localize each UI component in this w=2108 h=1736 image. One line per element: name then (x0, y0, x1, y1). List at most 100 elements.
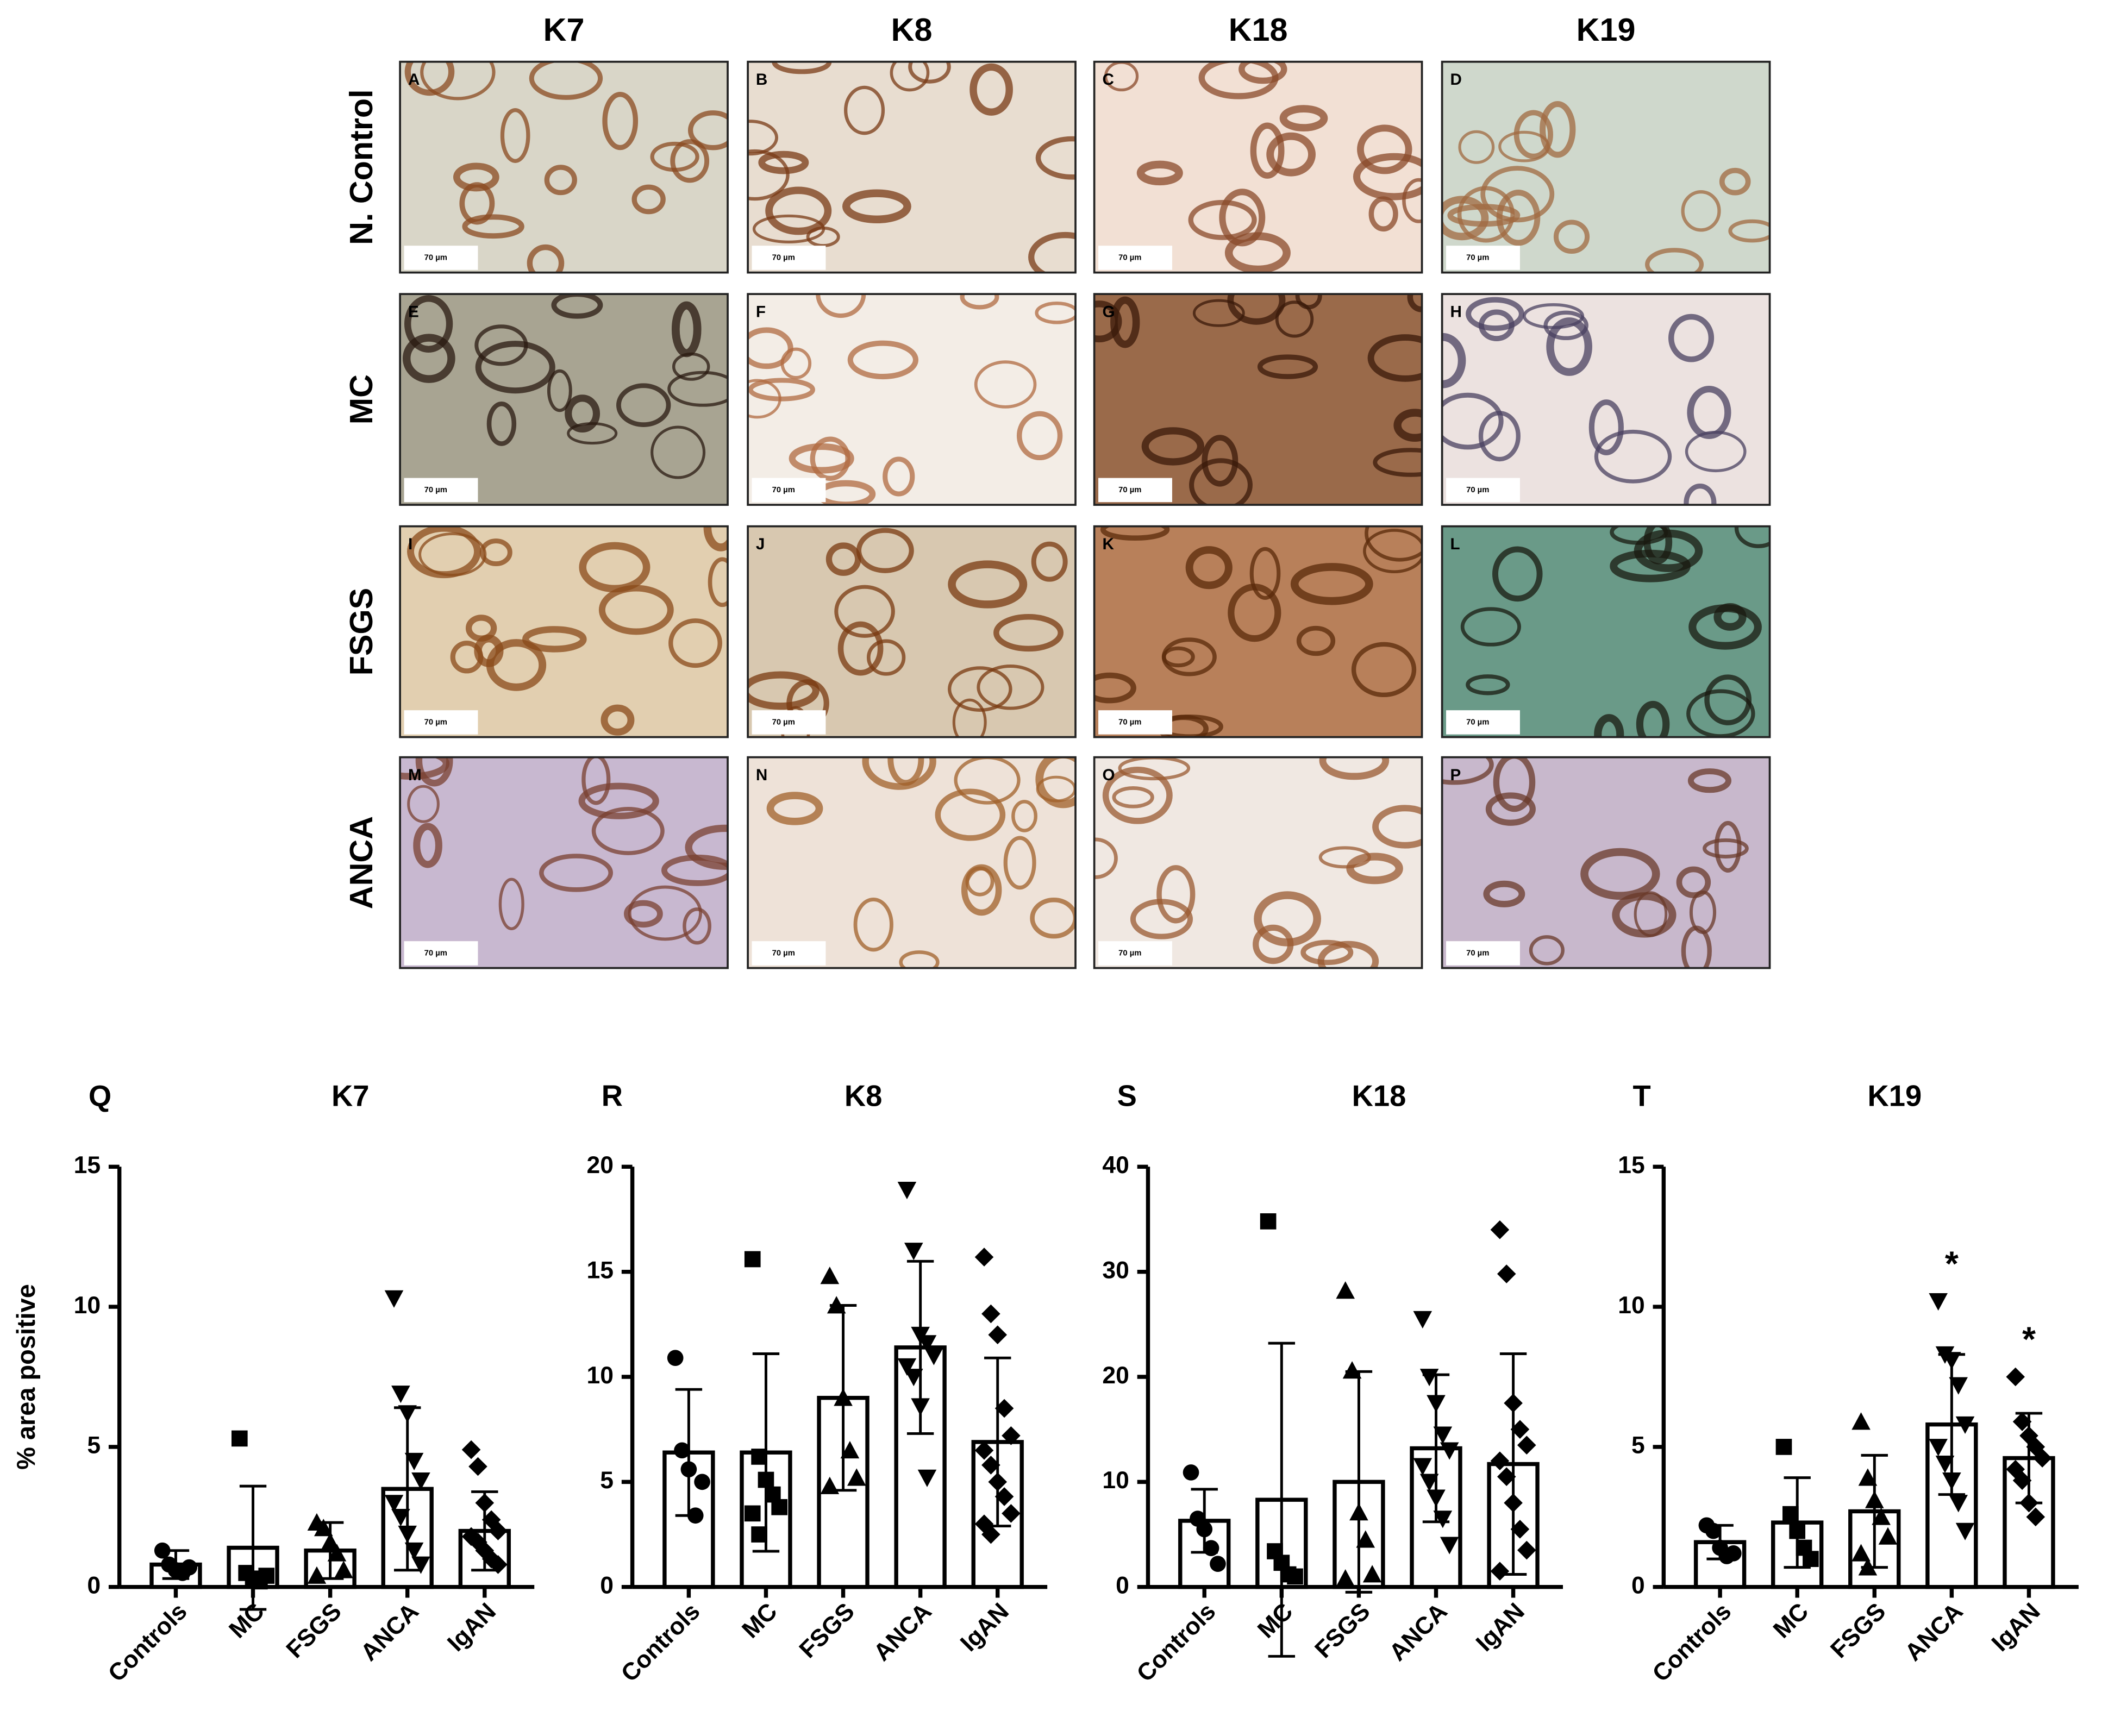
data-point (904, 1369, 923, 1387)
data-point (411, 1556, 430, 1574)
chart-title: K19 (1867, 1080, 1922, 1113)
data-point (981, 1304, 1000, 1324)
tubule (1253, 924, 1294, 964)
x-tick-label: MC (1768, 1598, 1814, 1644)
tubule (825, 542, 861, 576)
tubule (780, 347, 812, 379)
tubule (766, 792, 823, 825)
data-point (1517, 1540, 1536, 1560)
data-point (1955, 1522, 1975, 1540)
tubule (474, 324, 528, 366)
tubule (856, 528, 914, 573)
scale-bar-box (404, 478, 478, 503)
tissue (748, 294, 1076, 505)
x-tick-label: ANCA (1384, 1598, 1452, 1666)
panel-letter: G (1102, 303, 1115, 321)
tubule (670, 139, 710, 183)
micrograph: A 70 µm (399, 60, 729, 274)
tubule (474, 635, 504, 667)
tubule (1719, 167, 1751, 196)
tubule (758, 151, 809, 174)
tubule (1540, 101, 1576, 158)
micrograph: O 70 µm (1093, 756, 1423, 969)
y-tick-label: 10 (587, 1362, 614, 1389)
data-point (1497, 1467, 1516, 1486)
data-point (1440, 1537, 1459, 1555)
data-point (1413, 1458, 1433, 1476)
tubule (1185, 546, 1233, 590)
panel-letter: D (1450, 71, 1461, 89)
tubule (1402, 178, 1422, 223)
tubule (1681, 190, 1721, 232)
tubule (1300, 939, 1354, 966)
tubule (1594, 429, 1672, 484)
panel-letter: H (1450, 303, 1461, 321)
tubule (579, 542, 650, 593)
tubule (708, 557, 728, 607)
tubule (748, 327, 793, 369)
column-header: K7 (543, 11, 585, 48)
tissue (1442, 297, 1747, 505)
x-tick-label: Controls (1647, 1598, 1736, 1687)
panel-letter: C (1102, 71, 1114, 89)
data-point (1725, 1545, 1742, 1562)
panel-letter: S (1117, 1080, 1137, 1113)
tubule (527, 244, 565, 273)
scale-bar-label: 70 µm (1118, 253, 1141, 262)
tubule (650, 141, 699, 172)
data-point (771, 1499, 788, 1515)
tubule (1016, 411, 1063, 461)
scale-bar-label: 70 µm (1466, 253, 1489, 262)
data-point (1490, 1220, 1510, 1239)
tubule (993, 613, 1064, 652)
data-point (751, 1449, 767, 1465)
tissue (1094, 526, 1422, 737)
tubule (687, 110, 728, 151)
panel-border (1441, 525, 1771, 738)
data-point (1803, 1551, 1819, 1567)
column-header: K19 (1577, 11, 1636, 48)
tubule (500, 108, 530, 163)
tubule (1094, 300, 1122, 343)
tubule (1363, 529, 1422, 574)
tubule (883, 456, 915, 497)
tubule (1003, 836, 1036, 890)
tubule (529, 61, 603, 100)
y-tick-label: 10 (1102, 1467, 1129, 1494)
tubule (1513, 110, 1553, 159)
tubule (1687, 385, 1731, 439)
tubule (703, 526, 728, 551)
panel-letter: N (756, 766, 767, 784)
tubule (1219, 189, 1266, 247)
x-tick-label: IgAN (955, 1598, 1014, 1657)
scale-bar-box (752, 710, 826, 735)
tubule (960, 294, 999, 310)
tubule (544, 165, 577, 196)
row-label: N. Control (343, 89, 379, 245)
tubule (1249, 547, 1281, 600)
tubule (578, 782, 659, 819)
data-point (1929, 1439, 1948, 1457)
data-point (1419, 1474, 1439, 1491)
panel-letter: E (408, 303, 419, 321)
x-tick-label: Controls (1132, 1598, 1221, 1687)
tubule (1594, 714, 1624, 737)
panel-letter: L (1450, 535, 1460, 553)
scale-bar-box (1446, 478, 1520, 503)
scale-bar-label: 70 µm (772, 949, 795, 957)
tubule (1668, 314, 1715, 362)
tubule (1703, 838, 1749, 858)
tubule (1094, 672, 1136, 704)
tissue (1094, 757, 1422, 968)
scale-bar-box (752, 941, 826, 966)
data-point (1949, 1495, 1968, 1513)
tubule (631, 184, 666, 215)
tissue (766, 757, 1076, 968)
x-tick-label: FSGS (794, 1598, 859, 1663)
tissue (748, 528, 1068, 737)
data-point (1196, 1521, 1213, 1538)
y-tick-label: 15 (587, 1257, 614, 1283)
tissue (1094, 294, 1422, 505)
scale-bar-box (1446, 941, 1520, 966)
tubule (1317, 941, 1379, 968)
